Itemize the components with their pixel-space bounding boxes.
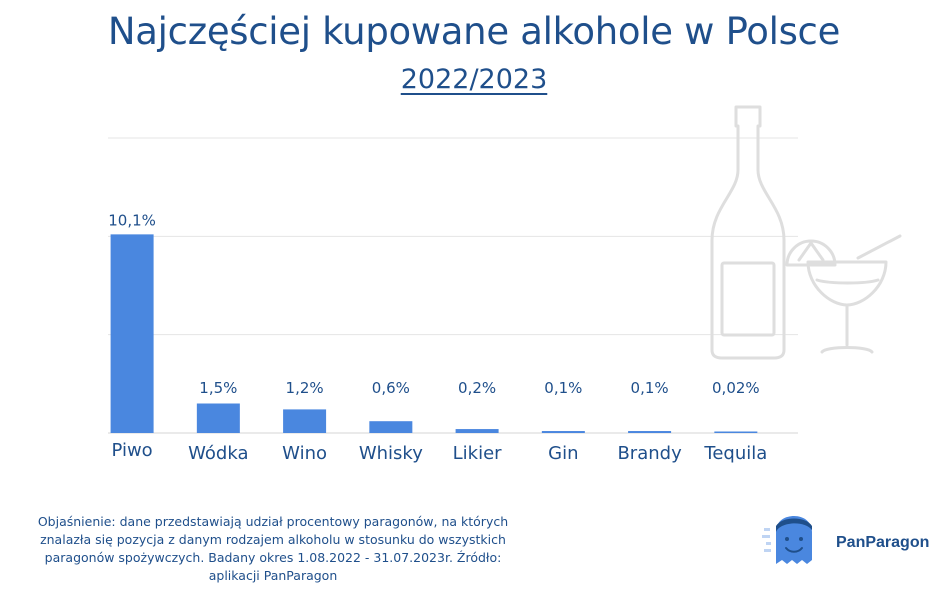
chart-title: Najczęściej kupowane alkohole w Polsce bbox=[107, 10, 841, 53]
gridlines bbox=[108, 137, 798, 336]
bar-wódka bbox=[196, 403, 240, 433]
bar-gin bbox=[541, 431, 585, 433]
category-label: Piwo bbox=[111, 440, 152, 461]
brand-name: PanParagon bbox=[836, 534, 930, 551]
category-labels: Piwo Wódka Wino Whisky Likier Gin Brandy Tequil… bbox=[111, 440, 767, 464]
brand-logo: PanParagon bbox=[760, 512, 940, 572]
category-label: Likier bbox=[453, 443, 503, 464]
mascot-icon bbox=[762, 516, 812, 564]
bar-wino bbox=[283, 409, 327, 433]
footnote: Objaśnienie: dane przedstawiają udział p… bbox=[37, 514, 509, 583]
bar-likier bbox=[455, 429, 499, 433]
value-label: 0,6% bbox=[372, 379, 410, 397]
category-label: Brandy bbox=[617, 443, 682, 464]
value-label: 0,1% bbox=[631, 379, 669, 397]
value-label: 0,1% bbox=[544, 379, 582, 397]
category-label: Gin bbox=[548, 443, 578, 464]
category-label: Whisky bbox=[359, 443, 423, 464]
chart-subtitle-text: 2022/2023 bbox=[400, 64, 548, 95]
value-label: 10,1% bbox=[108, 211, 156, 229]
value-label: 1,2% bbox=[286, 379, 324, 397]
bar-chart: 10,1% 1,5% 1,2% 0,6% 0,2% 0,1% 0,1% 0,02% Piwo W… bbox=[108, 105, 902, 464]
category-label: Tequila bbox=[703, 443, 767, 464]
value-label: 1,5% bbox=[199, 379, 237, 397]
bars bbox=[110, 234, 758, 433]
chart-subtitle: 2022/2023 bbox=[0, 64, 948, 95]
category-label: Wódka bbox=[188, 443, 248, 464]
value-label: 0,2% bbox=[458, 379, 496, 397]
bar-tequila bbox=[714, 431, 758, 433]
bottle-icon bbox=[710, 105, 786, 360]
bar-brandy bbox=[628, 431, 672, 433]
category-label: Wino bbox=[282, 443, 327, 464]
cocktail-glass-icon bbox=[785, 234, 902, 354]
value-labels: 10,1% 1,5% 1,2% 0,6% 0,2% 0,1% 0,1% 0,02% bbox=[108, 211, 759, 397]
value-label: 0,02% bbox=[712, 379, 760, 397]
bar-piwo bbox=[110, 234, 154, 433]
bar-whisky bbox=[369, 421, 413, 433]
